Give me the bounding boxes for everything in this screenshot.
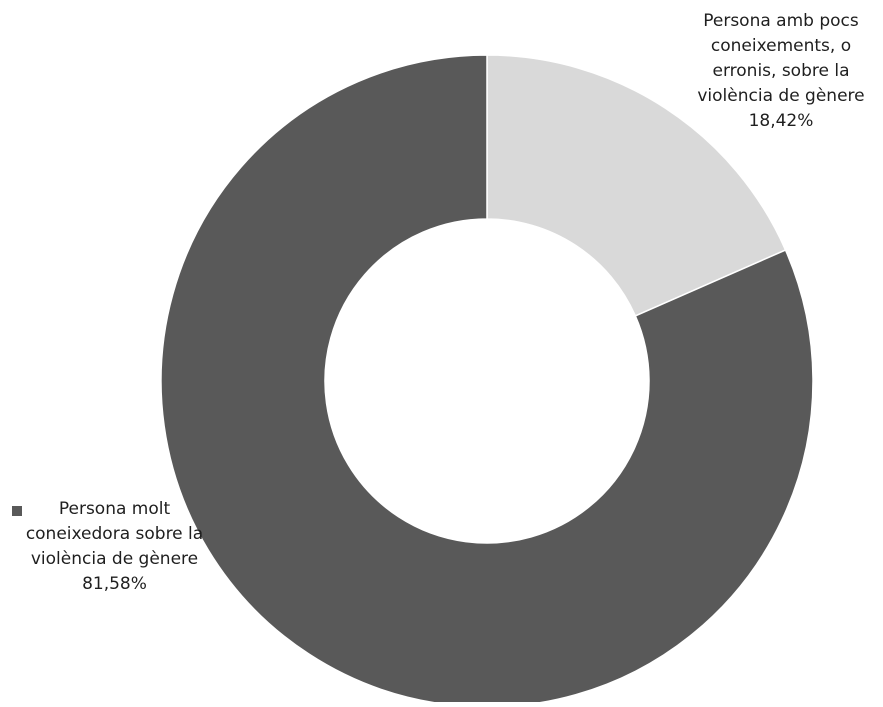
slices-layer (160, 54, 814, 707)
data-label-high-knowledge: Persona molt coneixedora sobre la violèn… (7, 497, 222, 597)
data-label-name: Persona molt coneixedora sobre la violèn… (25, 499, 204, 569)
legend-marker (12, 506, 22, 516)
data-label-name: Persona amb pocs coneixements, o erronis… (697, 11, 865, 106)
data-label-low-knowledge: Persona amb pocs coneixements, o erronis… (678, 9, 883, 134)
donut-slice-1 (160, 54, 814, 707)
data-label-value: 81,58% (82, 574, 147, 594)
donut-slice-0 (486, 54, 787, 317)
data-label-value: 18,42% (748, 111, 814, 131)
